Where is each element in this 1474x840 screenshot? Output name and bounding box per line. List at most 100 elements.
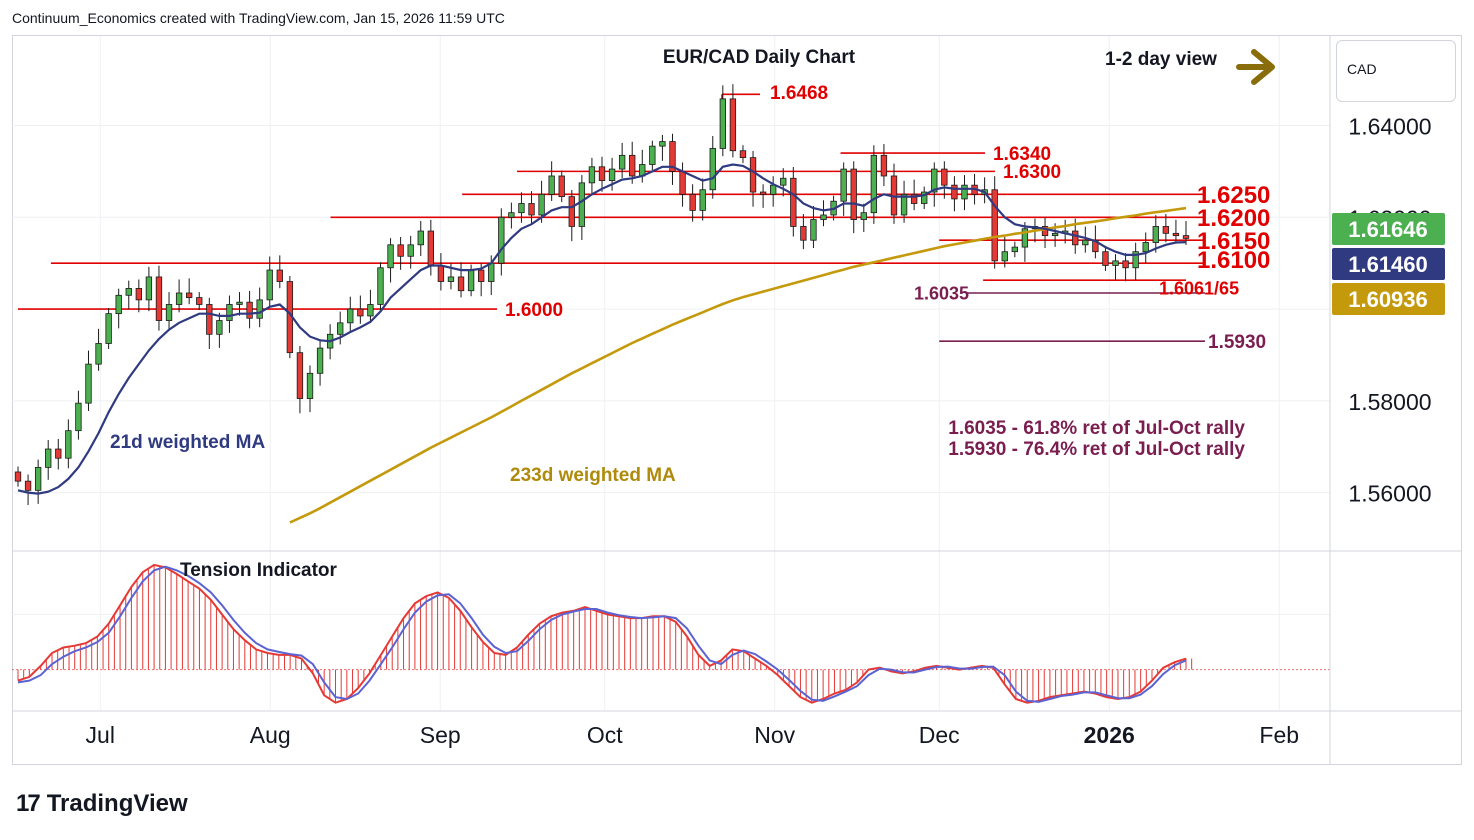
candle-body [24,480,32,491]
candle-body [276,269,283,282]
candle-body [538,193,545,216]
chart-title: EUR/CAD Daily Chart [663,47,856,68]
candle-body [377,267,384,305]
candle-body [1051,232,1059,237]
ma21-label: 21d weighted MA [110,432,265,453]
candle-body [196,297,203,305]
candle-body [337,322,344,335]
candle-body [95,343,102,365]
axes: 1.640001.620001.580001.56000JulAugSepOct… [12,36,1462,764]
candle-body [357,308,364,317]
x-tick-label: Aug [250,722,291,748]
candle-body [679,170,686,195]
candle-body [216,320,223,335]
price-badge-label: 1.60936 [1348,287,1428,312]
level-label: 1.6340 [993,144,1051,165]
candle-body [55,448,62,459]
candle-body [407,244,414,257]
candle-body [1112,260,1119,266]
candle-body [256,299,263,319]
candle-body [155,276,163,321]
candle-body [397,244,404,257]
candle-body [1172,232,1180,237]
candle-body [1011,246,1018,253]
candle-body [629,154,636,177]
price-badge-label: 1.61646 [1348,217,1428,242]
candle-body [790,177,797,227]
candle-body [739,150,747,159]
candle-body [749,157,757,193]
price-badge [1332,248,1445,280]
candle-body [1182,235,1190,239]
candle-body [870,154,878,214]
price-badge [1332,283,1445,315]
currency-unit[interactable]: CAD [1336,40,1456,102]
candle-body [498,216,505,264]
y-tick-label: 1.58000 [1348,389,1431,415]
candle-body [1082,239,1089,246]
candle-body [226,304,233,321]
price-badge [1332,213,1445,245]
candle-body [900,193,908,216]
fib-annotation: 1.5930 - 76.4% ret of Jul-Oct rally [948,439,1245,460]
x-tick-label: Sep [420,722,461,748]
y-tick-label: 1.64000 [1348,113,1431,139]
tradingview-logo: 17 TradingView [16,790,188,818]
candle-body [34,466,42,491]
candles [14,84,1190,506]
candle-body [800,226,807,241]
y-tick-label: 1.56000 [1348,481,1431,507]
level-label: 1.6200 [1197,205,1270,232]
candle-body [1041,226,1049,237]
right-arrow-icon [1236,49,1275,85]
moving-averages [17,163,1187,524]
candle-body [1122,260,1129,269]
candle-body [125,288,132,296]
level-label: 1.6468 [770,83,828,104]
candle-body [306,372,314,399]
candle-body [1102,251,1109,266]
candle-body [1001,251,1008,262]
level-label: 1.5930 [1208,332,1266,353]
candle-body [417,230,424,246]
candle-body [840,168,847,202]
candle-body [467,269,475,292]
candle-body [1072,230,1079,246]
candle-body [578,182,586,227]
level-label: 1.6100 [1197,247,1270,274]
ma21-line [17,163,1187,495]
chart-frame [12,35,1462,765]
level-label: 1.6250 [1197,182,1270,209]
candle-body [165,304,173,321]
candle-body [931,168,938,193]
candle-body [598,166,606,181]
candle-body [860,212,867,220]
candle-body [608,168,616,181]
candle-body [186,292,193,298]
candle-body [14,471,22,482]
candle-body [880,154,888,177]
candle-body [568,196,575,227]
x-tick-label: Jul [86,722,115,748]
candle-body [347,308,354,324]
candle-body [387,244,394,269]
candle-body [1021,228,1029,248]
candle-body [115,294,122,315]
candle-body [85,363,92,404]
tradingview-logo-icon: 17 [16,790,41,817]
candle-body [770,184,777,195]
candle-body [266,269,273,301]
candle-body [367,304,374,317]
tension-indicator-label: Tension Indicator [180,560,338,581]
candle-body [518,203,525,214]
candle-body [316,347,324,374]
level-label: 1.6035 [914,283,969,303]
candle-body [669,141,676,172]
candle-body [1142,242,1149,253]
candle-body [206,304,213,335]
view-label: 1-2 day view [1105,49,1217,70]
ma233-label: 233d weighted MA [510,465,676,486]
candle-body [759,191,767,195]
